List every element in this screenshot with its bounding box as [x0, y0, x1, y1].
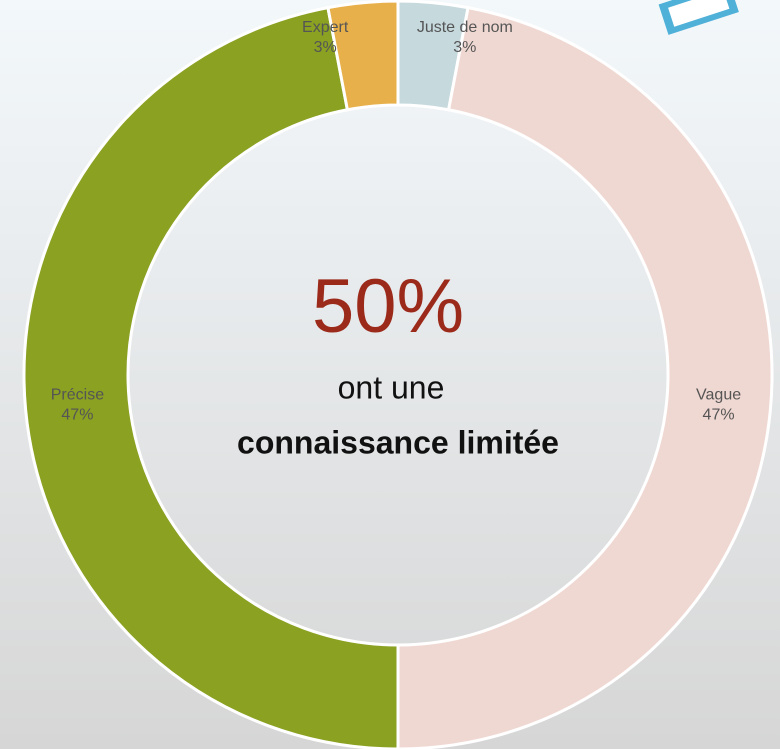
slice-value-label: 47% — [703, 407, 735, 424]
slice-label: Précise — [51, 387, 104, 404]
slice-label: Vague — [696, 387, 741, 404]
donut — [22, 0, 774, 749]
donut-slice — [326, 0, 400, 112]
slice-label: Expert — [302, 19, 349, 36]
subtitle-line: ont une — [338, 369, 445, 405]
slice-value-label: 47% — [61, 407, 93, 424]
donut-slice — [22, 5, 400, 749]
headline: 50% — [312, 264, 464, 349]
subtitle-line: connaissance limitée — [237, 424, 559, 460]
donut-slice — [396, 5, 774, 749]
logo — [658, 0, 739, 35]
slice-value-label: 3% — [314, 39, 337, 56]
slice-label: Juste de nom — [417, 19, 513, 36]
slice-value-label: 3% — [453, 39, 476, 56]
